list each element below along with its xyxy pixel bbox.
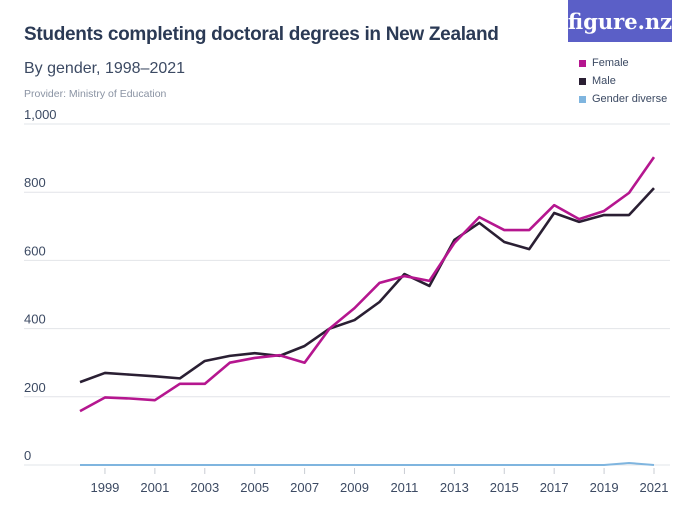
x-tick-label: 1999 <box>90 480 119 495</box>
legend-swatch <box>579 95 586 103</box>
legend-item: Male <box>579 72 667 90</box>
x-tick-label: 2009 <box>340 480 369 495</box>
series-line-male <box>79 187 655 384</box>
legend: Female Male Gender diverse <box>579 54 667 108</box>
legend-label: Female <box>592 57 629 69</box>
legend-label: Gender diverse <box>592 93 668 105</box>
x-tick-label: 2001 <box>140 480 169 495</box>
legend-item: Gender diverse <box>579 90 667 108</box>
x-tick-label: 2003 <box>190 480 219 495</box>
x-tick-label: 2021 <box>640 480 669 495</box>
x-tick-label: 2015 <box>490 480 519 495</box>
provider-text: Provider: Ministry of Education <box>24 88 167 100</box>
x-tick-label: 2005 <box>240 480 269 495</box>
x-tick-label: 2013 <box>440 480 469 495</box>
y-tick-label: 200 <box>24 380 46 395</box>
y-tick-label: 600 <box>24 243 46 258</box>
series-line-gender-diverse <box>80 461 655 466</box>
chart-title: Students completing doctoral degrees in … <box>24 24 499 45</box>
x-tick-label: 2007 <box>290 480 319 495</box>
series-line-female <box>79 156 656 413</box>
figure-nz-logo[interactable]: figure.nz <box>568 0 672 42</box>
legend-swatch <box>579 59 586 67</box>
x-tick-label: 2017 <box>540 480 569 495</box>
chart-subtitle: By gender, 1998–2021 <box>24 60 186 77</box>
x-tick-label: 2019 <box>590 480 619 495</box>
legend-label: Male <box>592 75 616 87</box>
y-tick-label: 0 <box>24 448 31 463</box>
legend-item: Female <box>579 54 667 72</box>
x-tick-label: 2011 <box>390 480 418 495</box>
y-tick-label: 400 <box>24 312 46 327</box>
y-tick-label: 800 <box>24 175 46 190</box>
y-tick-label: 1,000 <box>24 107 57 122</box>
legend-swatch <box>579 77 586 85</box>
